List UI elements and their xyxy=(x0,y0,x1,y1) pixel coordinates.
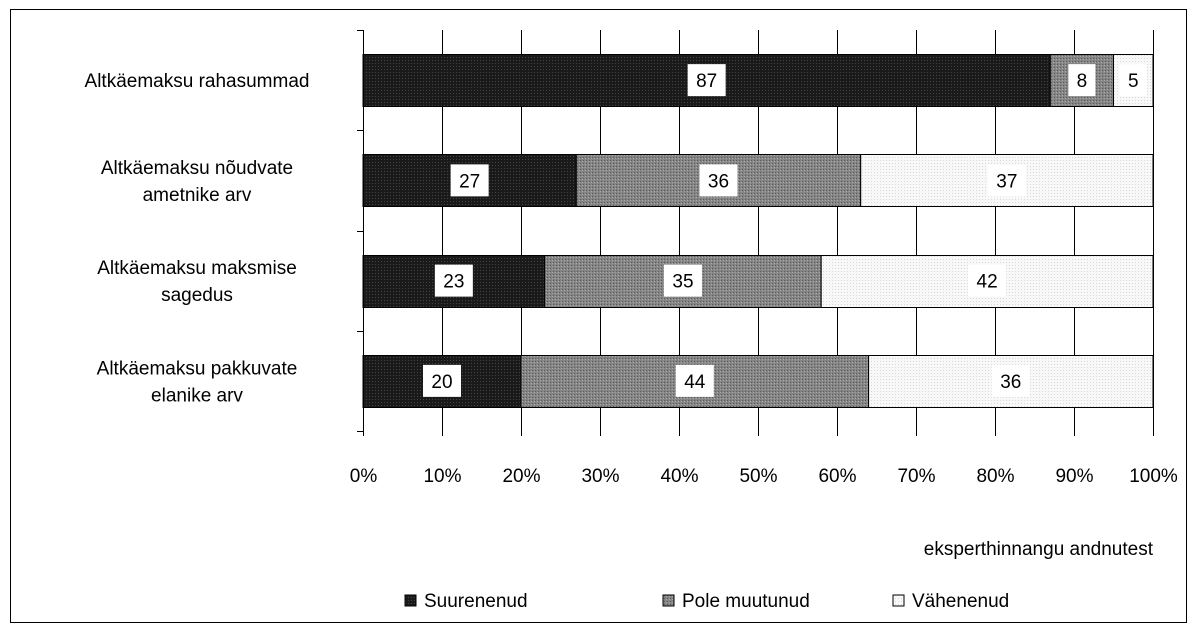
legend-swatch xyxy=(404,594,417,607)
x-tick-label: 0% xyxy=(350,466,378,487)
x-tick-labels: 0% 10% 20% 30% 40% 50% 60% 70% 80% 90% 100% xyxy=(350,466,1178,487)
legend-swatch xyxy=(662,594,675,607)
category-label: Altkäemaksu maksmise xyxy=(97,258,297,279)
bars: 87 8 5 27 36 37 23 35 42 20 44 36 xyxy=(362,54,1154,408)
data-label: 35 xyxy=(672,272,693,293)
data-label-bg xyxy=(1068,64,1096,97)
category-label: ametnike arv xyxy=(143,185,252,206)
data-label-bg xyxy=(968,264,1007,297)
x-tick-label: 70% xyxy=(897,466,935,487)
x-tick-label: 100% xyxy=(1129,466,1178,487)
x-tick-label: 20% xyxy=(502,466,540,487)
x-axis-label: eksperthinnangu andnutest xyxy=(924,539,1154,560)
legend-label: Pole muutunud xyxy=(682,591,810,612)
data-label-bg xyxy=(1119,64,1147,97)
category-label: Altkäemaksu nõudvate xyxy=(101,158,293,179)
data-label-bg xyxy=(699,164,738,197)
data-label-bg xyxy=(687,64,726,97)
data-label: 23 xyxy=(443,272,464,293)
data-label-bg xyxy=(987,164,1026,197)
category-labels: Altkäemaksu rahasummad Altkäemaksu nõudva… xyxy=(85,71,310,406)
data-label: 36 xyxy=(708,171,729,192)
data-label: 37 xyxy=(996,171,1017,192)
data-label: 44 xyxy=(684,372,706,393)
data-label-bg xyxy=(423,364,461,397)
data-label-bg xyxy=(991,364,1030,397)
x-tick-label: 80% xyxy=(976,466,1014,487)
data-label-bg xyxy=(675,364,714,397)
data-label: 36 xyxy=(1000,372,1021,393)
legend-label: Vähenenud xyxy=(912,591,1009,612)
legend: Suurenenud Pole muutunud Vähenenud xyxy=(404,591,1009,612)
data-label: 5 xyxy=(1128,71,1139,92)
x-tick-label: 60% xyxy=(818,466,856,487)
x-tick-label: 90% xyxy=(1055,466,1093,487)
x-tick-label: 40% xyxy=(660,466,698,487)
data-label-bg xyxy=(434,264,473,297)
data-label: 8 xyxy=(1077,71,1088,92)
x-tick-label: 50% xyxy=(739,466,777,487)
x-tick-label: 10% xyxy=(423,466,461,487)
x-tick-label: 30% xyxy=(581,466,619,487)
category-label: Altkäemaksu rahasummad xyxy=(85,71,310,92)
data-label: 27 xyxy=(459,171,480,192)
category-label: sagedus xyxy=(161,285,233,306)
data-label: 20 xyxy=(431,372,452,393)
legend-swatch xyxy=(892,594,905,607)
data-label-bg xyxy=(450,164,489,197)
data-label: 42 xyxy=(977,272,998,293)
legend-label: Suurenenud xyxy=(424,591,528,612)
category-label: elanike arv xyxy=(151,385,243,406)
data-label: 87 xyxy=(696,71,717,92)
axes xyxy=(357,30,1154,436)
chart-frame xyxy=(10,9,1187,623)
category-label: Altkäemaksu pakkuvate xyxy=(97,358,298,379)
data-label-bg xyxy=(663,264,702,297)
